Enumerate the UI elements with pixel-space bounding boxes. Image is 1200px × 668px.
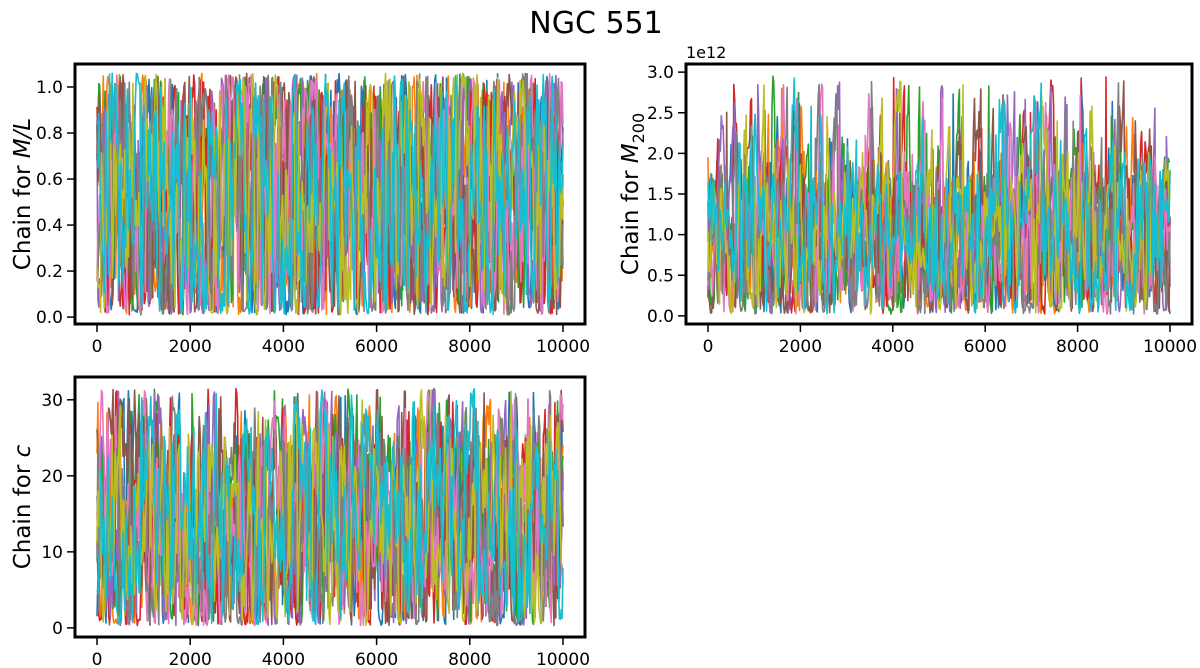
- y-tick-label: 0.5: [647, 266, 674, 286]
- x-tick-label: 4000: [262, 337, 305, 357]
- x-tick-label: 6000: [355, 337, 398, 357]
- y-tick-label: 0.4: [36, 216, 63, 236]
- y-offset-label: 1e12: [686, 43, 726, 62]
- x-tick-label: 0: [703, 337, 714, 357]
- x-tick-label: 2000: [779, 337, 822, 357]
- x-tick-label: 2000: [169, 650, 212, 668]
- x-tick-label: 8000: [1056, 337, 1099, 357]
- y-tick-label: 30: [41, 391, 63, 411]
- y-tick-label: 1.0: [647, 226, 674, 246]
- series-walker-10: [707, 77, 1171, 315]
- chain-traces: [96, 387, 564, 627]
- y-axis-label: Chain for M200: [618, 113, 648, 275]
- y-tick-label: 1.5: [647, 185, 674, 205]
- y-tick-label: 0.8: [36, 124, 63, 144]
- x-tick-label: 2000: [169, 337, 212, 357]
- x-tick-label: 4000: [262, 650, 305, 668]
- y-tick-label: 0.2: [36, 262, 63, 282]
- chain-axes-2: 0 2000 4000 6000 8000 10000 0.0 0.5 1.0 1.5 2.0 2.5…: [618, 43, 1197, 357]
- x-tick-label: 6000: [964, 337, 1007, 357]
- y-tick-label: 2.5: [647, 104, 674, 124]
- axes-frame: [684, 62, 1194, 326]
- y-tick-label: 3.0: [647, 63, 674, 83]
- x-tick-label: 6000: [355, 650, 398, 668]
- series-walker-10: [96, 387, 564, 626]
- axes-frame: [73, 375, 587, 639]
- series-walker-9: [707, 80, 1171, 315]
- series-walker-9: [96, 389, 564, 627]
- x-tick-label: 8000: [448, 337, 491, 357]
- chain-traces: [96, 72, 564, 316]
- chain-traces: [707, 75, 1171, 316]
- x-tick-label: 10000: [536, 650, 590, 668]
- y-tick-label: 0.6: [36, 170, 63, 190]
- y-tick-label: 20: [41, 467, 63, 487]
- series-walker-10: [96, 72, 564, 316]
- x-tick-label: 8000: [448, 650, 491, 668]
- x-tick-label: 10000: [1143, 337, 1197, 357]
- x-tick-label: 0: [92, 337, 103, 357]
- chain-axes-1: 0 2000 4000 6000 8000 10000 0.0 0.2 0.4 0.6 0.8 1.0…: [10, 62, 590, 357]
- y-tick-label: 10: [41, 543, 63, 563]
- axes-frame: [73, 62, 587, 326]
- x-tick-label: 0: [92, 650, 103, 668]
- y-tick-label: 0: [52, 619, 63, 639]
- axes-container: 0 2000 4000 6000 8000 100000.00.20.40.60.81.0…: [10, 43, 1197, 668]
- x-tick-label: 10000: [536, 337, 590, 357]
- figure-title: NGC 551: [529, 6, 662, 41]
- chain-axes-3: 0 2000 4000 6000 8000 10000 0 10 20 30 Chain for c: [10, 375, 590, 668]
- series-walker-4: [96, 74, 564, 316]
- y-tick-label: 0.0: [36, 308, 63, 328]
- y-axis-label: Chain for M/L: [10, 118, 36, 270]
- y-tick-label: 1.0: [36, 78, 63, 98]
- y-axis-label: Chain for c: [10, 444, 36, 569]
- y-tick-label: 0.0: [647, 307, 674, 327]
- x-tick-label: 4000: [871, 337, 914, 357]
- y-tick-label: 2.0: [647, 144, 674, 164]
